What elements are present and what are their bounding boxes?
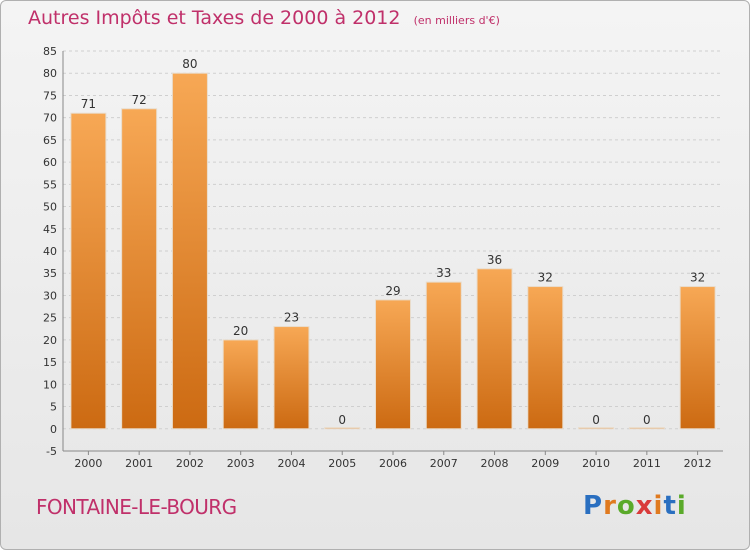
- data-label-2012: 32: [690, 271, 705, 285]
- x-tick-labels: 2000 2001 2002 2003 2004 2005 2006 2007 2008 2009…: [74, 457, 711, 470]
- y-tick-label: 40: [43, 245, 57, 258]
- x-tick-label-2010: 2010: [582, 457, 610, 470]
- bar-2006: [375, 299, 411, 430]
- y-tick-label: 35: [43, 267, 57, 280]
- data-label-2003: 20: [233, 324, 248, 338]
- x-tick-label-2005: 2005: [328, 457, 356, 470]
- logo-letter: x: [635, 491, 654, 521]
- y-tick-label: 20: [43, 334, 57, 347]
- bars: [70, 72, 716, 430]
- bar-2009: [527, 286, 564, 430]
- proxiti-logo[interactable]: Proxiti: [583, 491, 687, 521]
- y-tick-label: 45: [43, 223, 57, 236]
- y-tick-labels: -5 0 5 10 15 20 25 30 35 40 45 50 55 60 65 70 75 80 85: [43, 45, 57, 458]
- x-tick-label-2007: 2007: [430, 457, 458, 470]
- logo-letter: P: [583, 491, 604, 521]
- bar-2008: [476, 268, 513, 430]
- data-label-2007: 33: [436, 266, 451, 280]
- y-tick-label: 50: [43, 201, 57, 214]
- y-tick-label: 0: [50, 423, 57, 436]
- y-tick-label: 25: [43, 312, 57, 325]
- data-label-2000: 71: [81, 97, 96, 111]
- bar-2010: [578, 427, 615, 430]
- data-label-2008: 36: [487, 253, 502, 267]
- bar-2004: [273, 326, 310, 430]
- data-label-2010: 0: [592, 413, 600, 427]
- data-label-2011: 0: [643, 413, 651, 427]
- data-label-2009: 32: [538, 271, 553, 285]
- logo-letter: o: [616, 491, 636, 521]
- y-tick-label: 85: [43, 45, 57, 58]
- bar-2003: [222, 339, 259, 430]
- y-tick-label: 80: [43, 67, 57, 80]
- bar-2001: [121, 108, 158, 430]
- y-tick-label: 75: [43, 89, 57, 102]
- data-label-2002: 80: [182, 57, 197, 71]
- logo-letter: t: [663, 491, 677, 521]
- data-labels: 71 72 80 20 23 0 29 33 36 32 0 0 32: [81, 57, 706, 427]
- x-tick-label-2001: 2001: [125, 457, 153, 470]
- data-label-2001: 72: [132, 93, 147, 107]
- x-tick-label-2000: 2000: [74, 457, 102, 470]
- logo-letter: i: [676, 491, 687, 521]
- bar-2012: [679, 286, 716, 430]
- logo-letter: i: [653, 491, 664, 521]
- y-tick-label: 60: [43, 156, 57, 169]
- data-label-2004: 23: [284, 311, 299, 325]
- y-tick-label: -5: [46, 445, 57, 458]
- x-tick-label-2002: 2002: [176, 457, 204, 470]
- y-tick-label: 15: [43, 356, 57, 369]
- y-tick-label: 10: [43, 378, 57, 391]
- commune-name: FONTAINE-LE-BOURG: [36, 495, 237, 519]
- x-tick-label-2012: 2012: [684, 457, 712, 470]
- title-row: Autres Impôts et Taxes de 2000 à 2012 (e…: [28, 7, 500, 29]
- x-tick-label-2009: 2009: [531, 457, 559, 470]
- y-tick-label: 30: [43, 289, 57, 302]
- x-tick-label-2004: 2004: [277, 457, 305, 470]
- y-tick-label: 70: [43, 112, 57, 125]
- chart-title: Autres Impôts et Taxes de 2000 à 2012: [28, 7, 401, 29]
- y-tick-label: 55: [43, 178, 57, 191]
- bar-2000: [70, 112, 107, 430]
- chart-subtitle: (en milliers d'€): [413, 14, 500, 27]
- data-label-2005: 0: [338, 413, 346, 427]
- bar-2002: [171, 72, 208, 430]
- bar-2005: [324, 427, 361, 430]
- bar-2007: [425, 281, 462, 430]
- y-tick-label: 5: [50, 401, 57, 414]
- logo-letter: r: [603, 491, 617, 521]
- bar-2011: [628, 427, 665, 430]
- x-tick-label-2006: 2006: [379, 457, 407, 470]
- data-label-2006: 29: [385, 284, 400, 298]
- x-tick-label-2011: 2011: [633, 457, 661, 470]
- axes: [62, 51, 723, 455]
- x-tick-label-2003: 2003: [227, 457, 255, 470]
- x-tick-label-2008: 2008: [481, 457, 509, 470]
- y-tick-label: 65: [43, 134, 57, 147]
